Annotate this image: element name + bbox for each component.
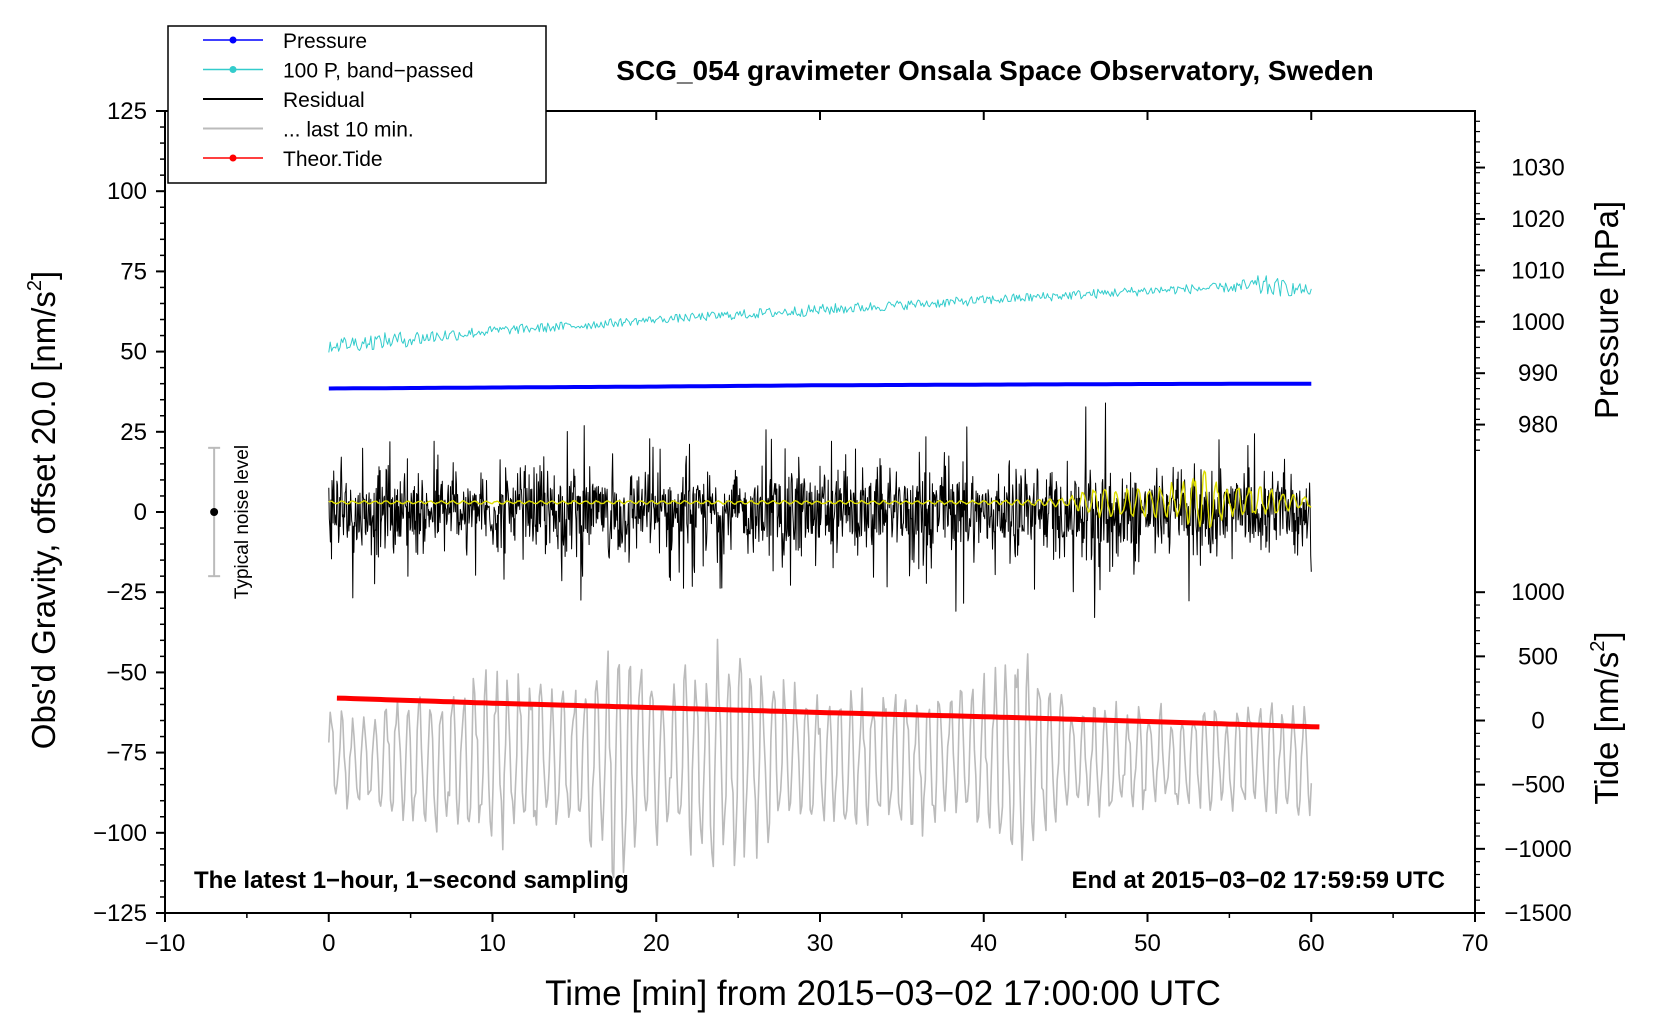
noise-indicator: Typical noise level: [208, 445, 253, 599]
y-tick-label: 75: [120, 258, 147, 285]
series-residual-filtered: [328, 470, 1312, 529]
legend-item: Residual: [203, 89, 365, 112]
pressure-tick-label: 1000: [1511, 309, 1564, 336]
x-tick-label: 40: [970, 930, 997, 957]
y-axis-label: Obs'd Gravity, offset 20.0 [nm/s2]: [24, 271, 62, 749]
noise-dot: [210, 508, 219, 516]
x-tick-label: 60: [1298, 930, 1325, 957]
y-axis-label-sup: 2: [24, 280, 46, 291]
tide-tick-label: 0: [1531, 708, 1544, 735]
y-tick-label: −50: [106, 659, 147, 686]
y-tick-label: 100: [107, 178, 147, 205]
tide-tick-label: −1500: [1504, 900, 1571, 927]
pressure-tick-label: 1030: [1511, 155, 1564, 182]
y-tick-label: 25: [120, 419, 147, 446]
y-tick-label: 125: [107, 98, 147, 125]
y-tick-label: −25: [106, 579, 147, 606]
x-tick-label: 70: [1462, 930, 1489, 957]
y-tick-label: 50: [120, 339, 147, 366]
legend: Pressure 100 P, band−passed Residual ... la…: [167, 25, 547, 184]
tide-tick-label: −500: [1511, 772, 1565, 799]
x-tick-label: 30: [807, 930, 834, 957]
pressure-tick-label: 1010: [1511, 257, 1564, 284]
y-tick-label: −75: [106, 740, 147, 767]
legend-marker: [229, 66, 237, 73]
pressure-tick-label: 990: [1518, 360, 1558, 387]
annotation-left: The latest 1−hour, 1−second sampling: [194, 867, 629, 894]
tide-tick-label: −1000: [1504, 836, 1571, 863]
tide-axis-label-main: Tide [nm/s: [1588, 652, 1625, 805]
tide-tick-label: 500: [1518, 643, 1558, 670]
series-theor-tide: [336, 695, 1320, 730]
series-residual: [328, 402, 1312, 618]
legend-marker: [229, 154, 237, 162]
series-last-10-min: [328, 638, 1313, 879]
legend-marker: [229, 36, 237, 44]
y-tick-label: 0: [134, 499, 147, 526]
y-axis-label-main: Obs'd Gravity, offset 20.0 [nm/s: [25, 291, 62, 749]
x-tick-label: 50: [1134, 930, 1161, 957]
legend-label: ... last 10 min.: [283, 119, 414, 142]
y-tick-label: −125: [93, 900, 147, 927]
legend-item: Theor.Tide: [203, 148, 383, 171]
noise-label: Typical noise level: [232, 445, 253, 599]
pressure-axis-label: Pressure [hPa]: [1588, 201, 1625, 419]
x-tick-label: 20: [643, 930, 670, 957]
series-pressure: [328, 381, 1312, 391]
x-tick-label: 0: [322, 930, 335, 957]
legend-label: Pressure: [283, 30, 367, 53]
x-axis-label: Time [min] from 2015−03−02 17:00:00 UTC: [545, 974, 1221, 1013]
chart-title: SCG_054 gravimeter Onsala Space Observat…: [616, 55, 1373, 86]
legend-label: Theor.Tide: [283, 148, 383, 171]
y-axis-label-end: ]: [25, 271, 62, 280]
legend-item: 100 P, band−passed: [203, 60, 474, 83]
tide-axis-label-end: ]: [1588, 631, 1625, 640]
series-pressure-bandpassed: [328, 275, 1312, 353]
legend-label: 100 P, band−passed: [283, 60, 474, 83]
data-layer: [328, 275, 1320, 879]
annotation-right: End at 2015−03−02 17:59:59 UTC: [1071, 867, 1445, 894]
x-tick-label: −10: [145, 930, 186, 957]
pressure-tick-label: 1020: [1511, 206, 1564, 233]
legend-item: ... last 10 min.: [203, 119, 414, 142]
pressure-tick-label: 980: [1518, 412, 1558, 439]
y-tick-label: −100: [93, 820, 147, 847]
tide-axis-label-sup: 2: [1587, 641, 1609, 652]
legend-item: Pressure: [203, 30, 367, 53]
tide-axis-label: Tide [nm/s2]: [1587, 631, 1625, 804]
legend-label: Residual: [283, 89, 365, 112]
axes-layer: −10 0 10 20 30 40 50 60 701251007550250−25−50−75…: [93, 98, 1572, 957]
x-tick-label: 10: [479, 930, 506, 957]
tide-tick-label: 1000: [1511, 579, 1564, 606]
